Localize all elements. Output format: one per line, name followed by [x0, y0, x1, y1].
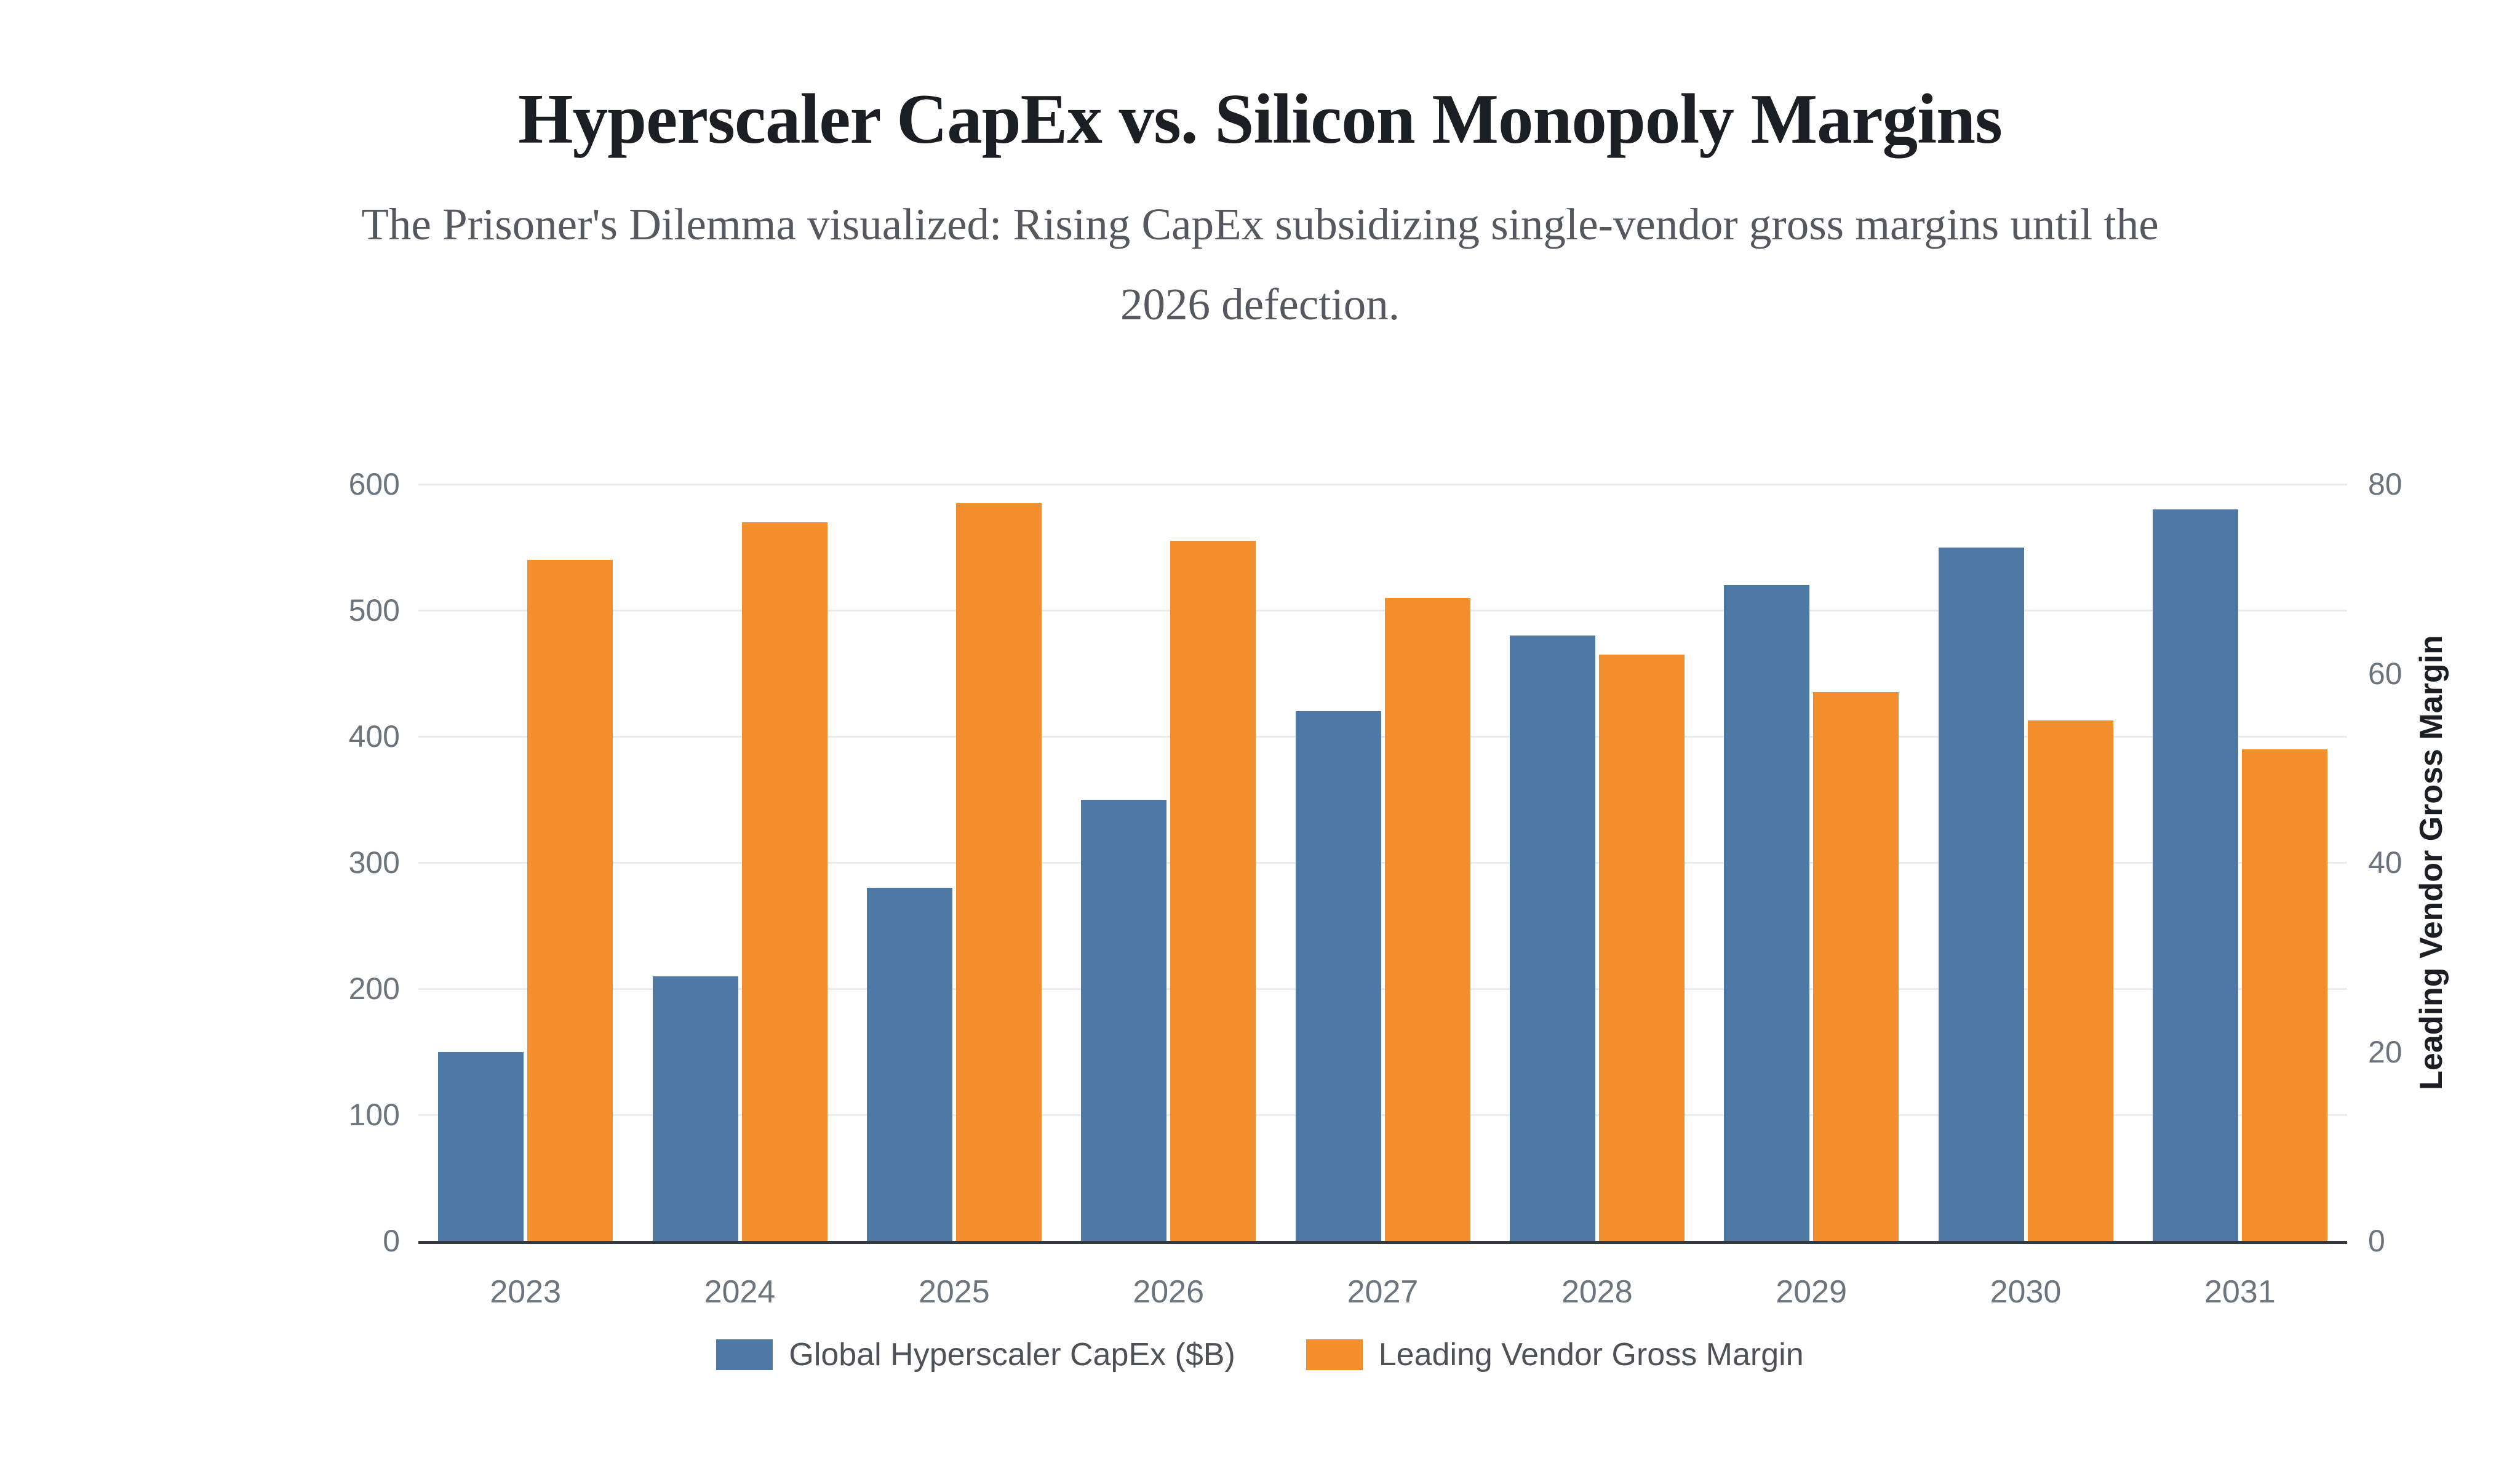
y-left-tick-0: 0 — [383, 1224, 400, 1258]
y-left-tick-300: 300 — [348, 845, 400, 880]
y-right-tick-60: 60 — [2368, 656, 2402, 691]
chart-title: Hyperscaler CapEx vs. Silicon Monopoly M… — [518, 80, 2003, 158]
bar-margin-2027 — [1384, 597, 1470, 1241]
bar-capex-2029 — [1724, 585, 1810, 1241]
x-tick-2030: 2030 — [1990, 1274, 2062, 1310]
bar-margin-2026 — [1170, 541, 1256, 1241]
bar-capex-2031 — [2152, 509, 2238, 1241]
y-right-tick-40: 40 — [2368, 845, 2402, 880]
bar-capex-2023 — [438, 1051, 524, 1241]
legend-swatch-capex — [716, 1339, 773, 1370]
legend: Global Hyperscaler CapEx ($B) Leading Ve… — [0, 1336, 2520, 1373]
legend-swatch-margin — [1306, 1339, 1363, 1370]
bar-margin-2023 — [527, 560, 613, 1241]
y-left-tick-200: 200 — [348, 971, 400, 1006]
legend-label-margin: Leading Vendor Gross Margin — [1378, 1337, 1804, 1373]
legend-item-margin: Leading Vendor Gross Margin — [1306, 1336, 1804, 1373]
right-axis-title: Leading Vendor Gross Margin — [2414, 635, 2449, 1090]
gridline-400 — [418, 735, 2347, 738]
x-tick-2031: 2031 — [2204, 1274, 2276, 1310]
legend-label-capex: Global Hyperscaler CapEx ($B) — [789, 1337, 1235, 1373]
gridline-600 — [418, 483, 2347, 485]
bar-margin-2030 — [2027, 720, 2113, 1241]
x-tick-2029: 2029 — [1776, 1274, 1847, 1310]
bar-capex-2030 — [1938, 547, 2024, 1241]
gridline-200 — [418, 987, 2347, 990]
x-tick-2025: 2025 — [918, 1274, 990, 1310]
plot-area: 0 100 200 300 400 500 600 0 20 40 60 80 2023 2024 2025… — [349, 469, 2402, 1309]
bar-capex-2025 — [866, 888, 952, 1241]
bar-capex-2027 — [1295, 711, 1381, 1241]
gridline-100 — [418, 1114, 2347, 1116]
x-tick-2027: 2027 — [1347, 1274, 1419, 1310]
y-left-tick-500: 500 — [348, 593, 400, 628]
gridline-300 — [418, 861, 2347, 864]
y-left-tick-600: 600 — [348, 467, 400, 501]
bar-margin-2025 — [955, 503, 1042, 1241]
gridline-500 — [418, 609, 2347, 612]
x-tick-2024: 2024 — [704, 1274, 776, 1310]
y-left-tick-400: 400 — [348, 719, 400, 754]
legend-item-capex: Global Hyperscaler CapEx ($B) — [716, 1336, 1235, 1373]
bar-margin-2024 — [741, 522, 827, 1241]
bar-capex-2026 — [1081, 799, 1167, 1241]
bar-capex-2028 — [1509, 636, 1595, 1241]
y-right-tick-0: 0 — [2368, 1224, 2385, 1258]
y-right-tick-80: 80 — [2368, 467, 2402, 501]
y-right-tick-20: 20 — [2368, 1034, 2402, 1069]
chart-subtitle: The Prisoner's Dilemma visualized: Risin… — [361, 199, 2159, 329]
y-left-tick-100: 100 — [348, 1098, 400, 1132]
x-tick-2026: 2026 — [1133, 1274, 1204, 1310]
x-tick-2023: 2023 — [490, 1274, 561, 1310]
bar-margin-2031 — [2241, 749, 2327, 1241]
bar-margin-2028 — [1598, 654, 1685, 1241]
x-tick-2028: 2028 — [1561, 1274, 1633, 1310]
bar-margin-2029 — [1813, 692, 1899, 1241]
bar-capex-2024 — [652, 976, 738, 1241]
